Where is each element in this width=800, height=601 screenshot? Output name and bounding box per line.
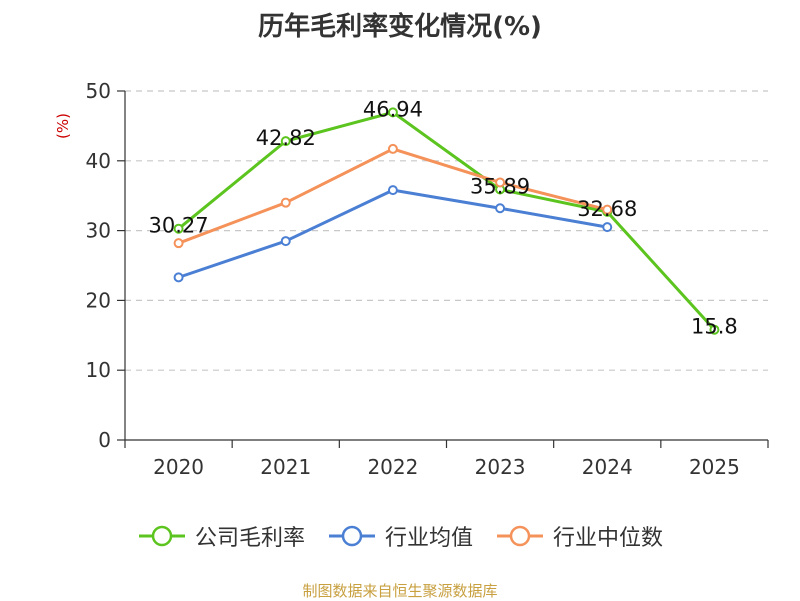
grid-lines [125,90,768,371]
data-point [495,177,506,188]
data-point [387,185,398,196]
data-point [280,197,291,208]
data-point [709,324,720,335]
legend-item-2[interactable]: 行业中位数 [495,520,663,552]
y-tick-label: 20 [86,288,111,312]
x-tick-label: 2023 [475,455,526,479]
x-tick-label: 2020 [153,455,204,479]
data-point [387,107,398,118]
legend-label: 公司毛利率 [194,526,305,551]
data-point [387,143,398,154]
legend-item-0[interactable]: 公司毛利率 [137,520,305,552]
legend-marker-icon [328,525,375,547]
data-point [173,223,184,234]
legend-item-1[interactable]: 行业均值 [327,520,473,552]
data-label: 42.82 [256,126,316,150]
y-tick-label: 0 [98,428,111,452]
chart-title: 历年毛利率变化情况(%) [258,12,542,42]
data-label: 30.27 [149,214,209,238]
series-line-0 [177,110,716,331]
legend: 公司毛利率 行业均值 行业中位数 [0,520,800,552]
y-axis-label: (%) [54,113,72,139]
data-point [280,136,291,147]
data-labels: 30.27 42.82 46.94 35.89 32.68 15.8 [149,97,738,338]
legend-marker-icon [497,525,543,547]
x-tick-label: 2025 [689,455,740,479]
data-label: 32.68 [577,197,637,221]
y-tick-label: 10 [86,358,111,382]
data-label: 15.8 [691,315,738,339]
data-label: 35.89 [470,174,530,198]
series-line-1 [178,188,608,279]
data-label: 46.94 [363,97,423,121]
series-line-2 [178,147,608,245]
data-point [173,238,184,249]
legend-marker-icon [138,525,185,547]
source-note: 制图数据来自恒生聚源数据库 [302,582,498,600]
x-tick-label: 2024 [582,455,633,479]
y-tick-label: 50 [86,79,111,103]
data-point [280,236,291,247]
data-point [495,203,506,214]
data-point [602,204,613,215]
y-tick-label: 30 [86,219,111,243]
data-point [602,222,613,233]
x-tick-label: 2022 [367,455,418,479]
legend-label: 行业中位数 [553,526,664,551]
x-tick-label: 2021 [260,455,311,479]
data-point [173,272,184,283]
y-tick-label: 40 [86,149,111,173]
legend-label: 行业均值 [384,526,473,551]
axes: 0 10 20 30 40 50 2020 2021 2022 2023 2024 2025 [86,79,769,479]
series-lines [173,107,720,335]
